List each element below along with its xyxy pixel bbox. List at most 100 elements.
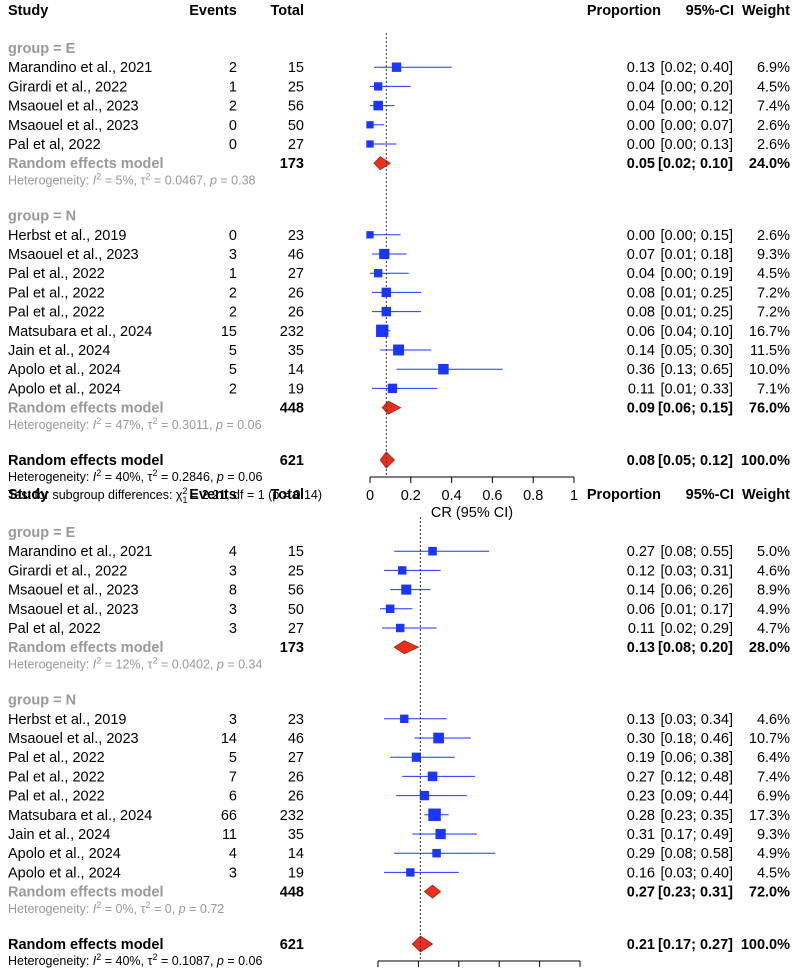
header-total: Total xyxy=(270,3,304,19)
study-row: Apolo et al., 2024 4 14 0.29 [0.08; 0.58] 4.9… xyxy=(8,846,790,862)
superscript: 2 xyxy=(152,468,157,478)
study-box-marker xyxy=(385,604,395,614)
study-proportion: 0.31 xyxy=(627,827,655,843)
study-box-marker xyxy=(401,584,412,595)
study-row: Jain et al., 2024 5 35 0.14 [0.05; 0.30] 11.5… xyxy=(8,343,790,359)
heterogeneity-prefix: Heterogeneity: xyxy=(8,470,93,484)
subgroup-label: group = N xyxy=(8,693,76,709)
study-name: Pal et al., 2022 xyxy=(8,750,105,766)
subgroup-summary-weight: 72.0% xyxy=(749,885,790,901)
subgroup-summary-diamond xyxy=(373,156,392,171)
subgroup-summary-diamond xyxy=(423,884,442,899)
overall-heterogeneity-p: 0.06 xyxy=(238,954,262,968)
study-name: Girardi et al., 2022 xyxy=(8,563,127,579)
heterogeneity-i2: 47% xyxy=(116,418,141,432)
study-ci: [0.08; 0.55] xyxy=(660,544,733,560)
study-box-marker xyxy=(406,868,415,877)
eq: = xyxy=(157,418,171,432)
study-box-marker xyxy=(366,140,374,148)
study-events: 4 xyxy=(229,544,237,560)
study-proportion: 0.29 xyxy=(627,846,655,862)
tau-symbol: , τ xyxy=(141,418,153,432)
overall-diamond xyxy=(379,451,396,469)
study-row: Apolo et al., 2024 3 19 0.16 [0.03; 0.40] 4.5… xyxy=(8,865,790,881)
study-ci: [0.00; 0.15] xyxy=(660,228,733,244)
i-symbol: I xyxy=(93,418,97,432)
study-box-marker xyxy=(391,62,402,72)
tau-symbol: , τ xyxy=(134,173,146,187)
heterogeneity-prefix: Heterogeneity: xyxy=(8,173,93,187)
p-symbol: p xyxy=(216,470,224,484)
study-box-marker xyxy=(381,287,392,298)
study-ci: [0.05; 0.30] xyxy=(660,343,733,359)
study-events: 3 xyxy=(229,712,237,728)
heterogeneity-p: 0.72 xyxy=(200,902,224,916)
subgroup-summary-total: 448 xyxy=(280,885,304,901)
subgroup-test-chi2: 2.21 xyxy=(202,488,226,502)
study-ci: [0.02; 0.40] xyxy=(660,60,733,76)
study-box-marker xyxy=(387,383,398,394)
study-row: Herbst et al., 2019 3 23 0.13 [0.03; 0.34] 4.… xyxy=(8,712,790,728)
x-tick-label: 1 xyxy=(570,488,578,504)
heterogeneity-i2: 0% xyxy=(116,902,134,916)
study-events: 2 xyxy=(229,99,237,115)
heterogeneity-prefix: Heterogeneity: xyxy=(8,418,93,432)
study-ci: [0.09; 0.44] xyxy=(660,789,733,805)
study-proportion: 0.00 xyxy=(627,228,655,244)
study-row: Matsubara et al., 2024 15 232 0.06 [0.04; 0.… xyxy=(8,324,790,340)
study-events: 0 xyxy=(229,137,237,153)
study-events: 5 xyxy=(229,362,237,378)
subgroup-summary-label: Random effects model xyxy=(8,885,164,901)
superscript: 2 xyxy=(96,416,101,426)
study-box-marker xyxy=(373,269,383,278)
eq: = xyxy=(224,657,238,671)
study-name: Pal et al, 2022 xyxy=(8,621,101,637)
study-total: 23 xyxy=(288,712,304,728)
overall-total: 621 xyxy=(280,937,304,953)
superscript: 2 xyxy=(96,900,101,910)
study-name: Marandino et al., 2021 xyxy=(8,60,152,76)
study-name: Pal et al, 2022 xyxy=(8,137,101,153)
study-ci: [0.00; 0.12] xyxy=(660,99,733,115)
heterogeneity-prefix: Heterogeneity: xyxy=(8,657,93,671)
x-axis-label: CR (95% CI) xyxy=(431,505,513,521)
study-name: Apolo et al., 2024 xyxy=(8,362,121,378)
study-proportion: 0.00 xyxy=(627,137,655,153)
i-symbol: I xyxy=(93,173,97,187)
study-events: 0 xyxy=(229,118,237,134)
study-name: Msaouel et al., 2023 xyxy=(8,247,139,263)
study-proportion: 0.07 xyxy=(627,247,655,263)
study-ci: [0.03; 0.40] xyxy=(660,865,733,881)
subgroup-test: Test for subgroup differences: χ2 1 = 2.2… xyxy=(8,486,322,505)
superscript: 2 xyxy=(96,655,101,665)
p-symbol: p xyxy=(216,657,224,671)
study-box-marker xyxy=(373,100,383,111)
overall-weight: 100.0% xyxy=(741,453,790,469)
header-ci: 95%-CI xyxy=(686,3,734,19)
study-name: Msaouel et al., 2023 xyxy=(8,99,139,115)
subgroup-summary-ci: [0.02; 0.10] xyxy=(658,156,733,172)
study-name: Pal et al., 2022 xyxy=(8,769,105,785)
study-proportion: 0.08 xyxy=(627,305,655,321)
study-weight: 7.1% xyxy=(757,381,790,397)
eq: = xyxy=(217,173,231,187)
p-symbol: p xyxy=(209,173,217,187)
study-events: 6 xyxy=(229,789,237,805)
eq: = xyxy=(188,488,202,502)
study-row: Pal et al., 2022 1 27 0.04 [0.00; 0.19] 4.5% xyxy=(8,266,790,282)
study-weight: 2.6% xyxy=(757,137,790,153)
study-ci: [0.06; 0.38] xyxy=(660,750,733,766)
overall-summary: Random effects model 621 0.21 [0.17; 0.27] 1… xyxy=(8,935,790,953)
study-ci: [0.06; 0.26] xyxy=(660,583,733,599)
study-proportion: 0.06 xyxy=(627,602,655,618)
eq: = xyxy=(157,470,171,484)
study-total: 26 xyxy=(288,789,304,805)
study-ci: [0.03; 0.31] xyxy=(660,563,733,579)
header-study: Study xyxy=(8,487,48,503)
subgroup-test-p: (p = 0.14) xyxy=(268,488,322,502)
study-row: Herbst et al., 2019 0 23 0.00 [0.00; 0.15] 2.… xyxy=(8,228,790,244)
study-proportion: 0.36 xyxy=(627,362,655,378)
p-symbol: p xyxy=(215,418,223,432)
subgroup-summary-total: 448 xyxy=(280,401,304,417)
overall-diamond xyxy=(411,935,434,953)
